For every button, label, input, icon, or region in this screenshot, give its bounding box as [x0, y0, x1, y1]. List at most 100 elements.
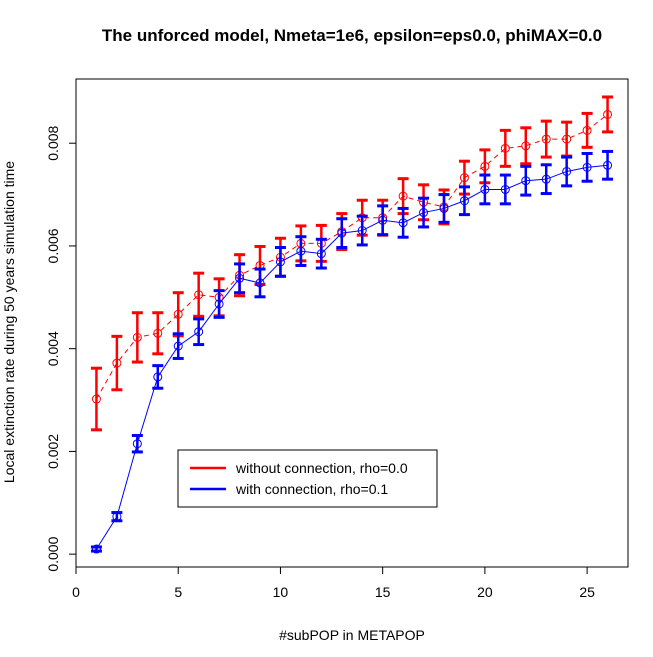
data-point: [153, 372, 163, 382]
data-point: [214, 299, 224, 309]
error-bar: [254, 267, 266, 299]
error-bar: [602, 149, 614, 181]
data-point: [480, 184, 490, 194]
error-bar: [90, 366, 102, 432]
y-tick-label: 0.000: [45, 536, 61, 571]
data-point: [194, 290, 204, 300]
error-bar: [581, 151, 593, 183]
x-tick-label: 25: [579, 584, 595, 600]
legend-label-with-connection: with connection, rho=0.1: [235, 481, 388, 497]
data-point: [541, 134, 551, 144]
error-bar: [561, 155, 573, 188]
data-point: [398, 218, 408, 228]
data-point: [521, 176, 531, 186]
x-tick-label: 0: [72, 584, 80, 600]
data-point: [480, 161, 490, 171]
data-point: [603, 160, 613, 170]
error-bar: [499, 128, 511, 168]
error-bar: [397, 206, 409, 239]
data-point: [398, 191, 408, 201]
y-tick-label: 0.008: [45, 125, 61, 160]
error-bar: [336, 217, 348, 249]
data-point: [459, 196, 469, 206]
data-point: [337, 228, 347, 238]
x-tick-label: 10: [273, 584, 289, 600]
legend: without connection, rho=0.0 with connect…: [177, 449, 438, 508]
x-tick-label: 15: [375, 584, 391, 600]
x-axis-label: #subPOP in METAPOP: [279, 627, 425, 643]
data-point: [275, 257, 285, 267]
error-bar: [315, 237, 327, 270]
data-point: [112, 512, 122, 522]
data-point: [439, 203, 449, 213]
error-bar: [234, 262, 246, 295]
data-point: [582, 125, 592, 135]
error-bar: [193, 271, 205, 318]
y-axis-label: Local extinction rate during 50 years si…: [1, 161, 17, 483]
series-without-connection: [90, 95, 614, 432]
data-point: [316, 249, 326, 259]
y-tick-label: 0.004: [45, 331, 61, 366]
error-bar: [131, 311, 143, 364]
x-axis: 0 5 10 15 20 25: [72, 567, 595, 600]
error-bar: [438, 193, 450, 224]
error-bar: [581, 111, 593, 149]
error-bar: [131, 433, 143, 454]
error-bar: [540, 119, 552, 159]
error-bar: [520, 164, 532, 197]
error-bar: [111, 334, 123, 392]
data-point: [357, 226, 367, 236]
data-point: [500, 184, 510, 194]
series-with-connection: [90, 149, 614, 554]
y-tick-label: 0.006: [45, 228, 61, 263]
data-point: [562, 134, 572, 144]
error-bar: [356, 214, 368, 247]
error-bar: [213, 289, 225, 319]
data-point: [91, 544, 101, 554]
legend-box: [177, 449, 438, 508]
data-point: [582, 162, 592, 172]
y-tick-label: 0.002: [45, 434, 61, 469]
data-point: [235, 273, 245, 283]
error-bar: [602, 95, 614, 134]
data-point: [132, 439, 142, 449]
error-bar: [377, 204, 389, 237]
plot-frame: [75, 78, 629, 568]
data-point: [132, 332, 142, 342]
error-bar: [520, 126, 532, 166]
chart-title: The unforced model, Nmeta=1e6, epsilon=e…: [102, 26, 602, 45]
error-bar: [172, 332, 184, 360]
error-bar: [152, 364, 164, 390]
error-bar: [274, 245, 286, 278]
data-point: [378, 215, 388, 225]
legend-label-without-connection: without connection, rho=0.0: [235, 460, 408, 476]
data-point: [562, 166, 572, 176]
data-point: [296, 246, 306, 256]
series-line: [96, 114, 608, 400]
error-bar: [295, 235, 307, 267]
data-point: [500, 143, 510, 153]
series-layer: [90, 95, 614, 554]
data-point: [112, 358, 122, 368]
data-point: [603, 109, 613, 119]
y-axis: 0.000 0.002 0.004 0.006 0.008: [45, 125, 76, 572]
data-point: [419, 208, 429, 218]
data-point: [255, 278, 265, 288]
data-point: [459, 173, 469, 183]
data-point: [91, 394, 101, 404]
data-point: [173, 341, 183, 351]
error-bar: [540, 163, 552, 196]
x-tick-label: 20: [477, 584, 493, 600]
error-bar: [479, 173, 491, 206]
data-point: [521, 141, 531, 151]
data-point: [194, 327, 204, 337]
data-point: [541, 174, 551, 184]
data-point: [153, 328, 163, 338]
error-bar: [458, 185, 470, 217]
data-point: [173, 309, 183, 319]
error-bar: [152, 311, 164, 356]
error-bar: [499, 173, 511, 206]
error-bar: [418, 196, 430, 229]
x-tick-label: 5: [174, 584, 182, 600]
